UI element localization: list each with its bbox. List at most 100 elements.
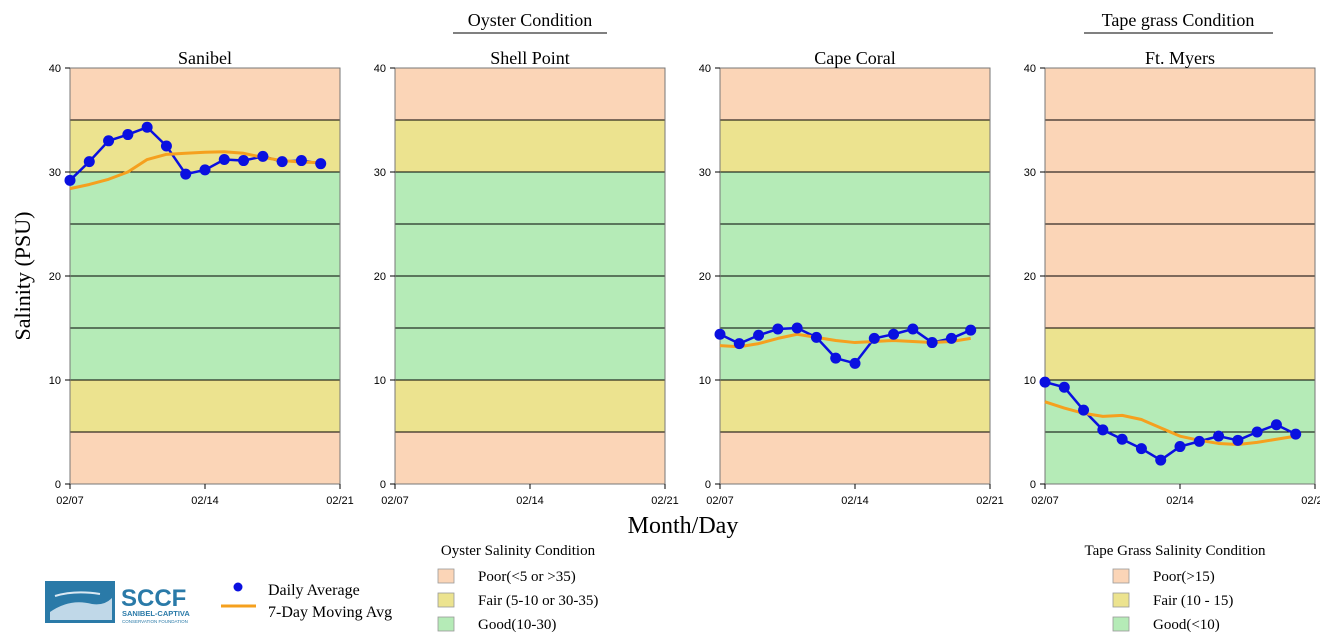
daily-point-cape-coral bbox=[714, 328, 726, 340]
band-shell-point-4 bbox=[395, 68, 665, 120]
daily-average-legend-label: Daily Average bbox=[268, 582, 360, 599]
y-tick-label: 30 bbox=[1024, 167, 1036, 179]
y-tick-label: 10 bbox=[49, 375, 61, 387]
y-tick-label: 10 bbox=[374, 375, 386, 387]
daily-point-cape-coral bbox=[945, 332, 957, 344]
daily-point-sanibel bbox=[199, 164, 211, 176]
panel-shell-point: Shell Point 0 10 20 30 40 02/07 02/14 02/21 bbox=[374, 48, 679, 507]
band-ft-myers-2 bbox=[1045, 68, 1315, 328]
band-cape-coral-3 bbox=[720, 120, 990, 172]
daily-point-ft-myers bbox=[1155, 454, 1167, 466]
daily-point-cape-coral bbox=[849, 357, 861, 369]
daily-point-sanibel bbox=[122, 129, 134, 141]
y-tick-label: 0 bbox=[1030, 479, 1036, 491]
tapegrass-legend-label-0: Poor(>15) bbox=[1153, 569, 1215, 585]
tapegrass-legend-label-2: Good(<10) bbox=[1153, 617, 1220, 633]
sccf-logo-text: SCCF bbox=[121, 585, 186, 612]
sccf-logo-wave bbox=[50, 598, 112, 620]
sccf-logo: SCCF SANIBEL-CAPTIVA CONSERVATION FOUNDA… bbox=[45, 581, 190, 624]
y-tick-label: 30 bbox=[374, 167, 386, 179]
band-sanibel-0 bbox=[70, 432, 340, 484]
oyster-swatch-0 bbox=[437, 568, 455, 584]
daily-point-ft-myers bbox=[1039, 376, 1051, 388]
daily-point-cape-coral bbox=[733, 338, 745, 350]
daily-point-ft-myers bbox=[1078, 404, 1090, 416]
x-tick-label: 02/14 bbox=[1166, 495, 1194, 507]
band-ft-myers-1 bbox=[1045, 328, 1315, 380]
daily-point-sanibel bbox=[218, 154, 230, 166]
x-tick-label: 02/21 bbox=[976, 495, 1004, 507]
sccf-logo-subtitle: SANIBEL-CAPTIVA bbox=[122, 609, 190, 618]
x-tick-label: 02/07 bbox=[56, 495, 84, 507]
x-axis-label: Month/Day bbox=[628, 513, 739, 539]
oyster-swatch-2 bbox=[437, 616, 455, 632]
band-sanibel-4 bbox=[70, 68, 340, 120]
x-tick-label: 02/21 bbox=[651, 495, 679, 507]
y-tick-label: 20 bbox=[374, 271, 386, 283]
tapegrass-condition-header: Tape grass Condition bbox=[1102, 10, 1255, 30]
tapegrass-swatch-0 bbox=[1112, 568, 1130, 584]
band-sanibel-1 bbox=[70, 380, 340, 432]
y-tick-label: 20 bbox=[1024, 271, 1036, 283]
daily-point-cape-coral bbox=[868, 332, 880, 344]
y-tick-label: 10 bbox=[1024, 375, 1036, 387]
oyster-condition-header: Oyster Condition bbox=[468, 10, 593, 30]
moving-avg-legend-label: 7-Day Moving Avg bbox=[268, 604, 392, 621]
band-shell-point-3 bbox=[395, 120, 665, 172]
series-legend: Daily Average 7-Day Moving Avg bbox=[221, 582, 392, 621]
panel-title-ft-myers: Ft. Myers bbox=[1145, 48, 1215, 68]
daily-point-sanibel bbox=[295, 155, 307, 167]
tapegrass-legend-label-1: Fair (10 - 15) bbox=[1153, 593, 1233, 609]
daily-point-sanibel bbox=[180, 168, 192, 180]
x-tick-label: 02/21 bbox=[1301, 495, 1320, 507]
daily-point-cape-coral bbox=[926, 337, 938, 349]
y-axis-label: Salinity (PSU) bbox=[10, 212, 35, 341]
panel-ft-myers: Ft. Myers 0 10 20 30 40 02/07 02/14 02/21 bbox=[1024, 48, 1320, 507]
x-tick-label: 02/07 bbox=[381, 495, 409, 507]
tapegrass-swatch-1 bbox=[1112, 592, 1130, 608]
daily-point-ft-myers bbox=[1135, 443, 1147, 455]
oyster-condition-legend: Oyster Salinity Condition Poor(<5 or >35… bbox=[437, 543, 598, 633]
tapegrass-swatch-2 bbox=[1112, 616, 1130, 632]
daily-point-sanibel bbox=[160, 140, 172, 152]
band-cape-coral-0 bbox=[720, 432, 990, 484]
x-tick-label: 02/07 bbox=[1031, 495, 1059, 507]
panel-title-shell-point: Shell Point bbox=[490, 48, 570, 68]
daily-point-sanibel bbox=[315, 158, 327, 170]
daily-point-sanibel bbox=[103, 135, 115, 147]
daily-point-ft-myers bbox=[1251, 426, 1263, 438]
x-tick-label: 02/14 bbox=[191, 495, 219, 507]
daily-point-cape-coral bbox=[772, 323, 784, 335]
x-tick-label: 02/21 bbox=[326, 495, 354, 507]
daily-average-legend-marker bbox=[233, 582, 243, 592]
daily-point-ft-myers bbox=[1270, 419, 1282, 431]
daily-point-cape-coral bbox=[888, 328, 900, 340]
x-tick-label: 02/14 bbox=[516, 495, 544, 507]
y-tick-label: 30 bbox=[49, 167, 61, 179]
daily-point-cape-coral bbox=[965, 324, 977, 336]
daily-point-ft-myers bbox=[1290, 428, 1302, 440]
daily-point-ft-myers bbox=[1097, 424, 1109, 436]
y-tick-label: 20 bbox=[49, 271, 61, 283]
daily-point-ft-myers bbox=[1174, 441, 1186, 453]
panel-sanibel: Sanibel 0 10 20 30 40 02/07 02/14 02/21 bbox=[49, 48, 354, 507]
y-tick-label: 20 bbox=[699, 271, 711, 283]
y-tick-label: 40 bbox=[1024, 63, 1036, 75]
y-tick-label: 30 bbox=[699, 167, 711, 179]
panel-title-sanibel: Sanibel bbox=[178, 48, 232, 68]
daily-point-ft-myers bbox=[1193, 435, 1205, 447]
band-shell-point-0 bbox=[395, 432, 665, 484]
daily-point-sanibel bbox=[64, 174, 76, 186]
y-tick-label: 40 bbox=[699, 63, 711, 75]
oyster-legend-title: Oyster Salinity Condition bbox=[441, 543, 596, 559]
y-tick-label: 0 bbox=[705, 479, 711, 491]
tapegrass-condition-legend: Tape Grass Salinity Condition Poor(>15) F… bbox=[1084, 543, 1266, 633]
band-cape-coral-1 bbox=[720, 380, 990, 432]
daily-point-sanibel bbox=[238, 155, 250, 167]
y-tick-label: 40 bbox=[49, 63, 61, 75]
daily-point-ft-myers bbox=[1116, 433, 1128, 445]
daily-point-ft-myers bbox=[1232, 434, 1244, 446]
x-tick-label: 02/14 bbox=[841, 495, 869, 507]
band-shell-point-1 bbox=[395, 380, 665, 432]
